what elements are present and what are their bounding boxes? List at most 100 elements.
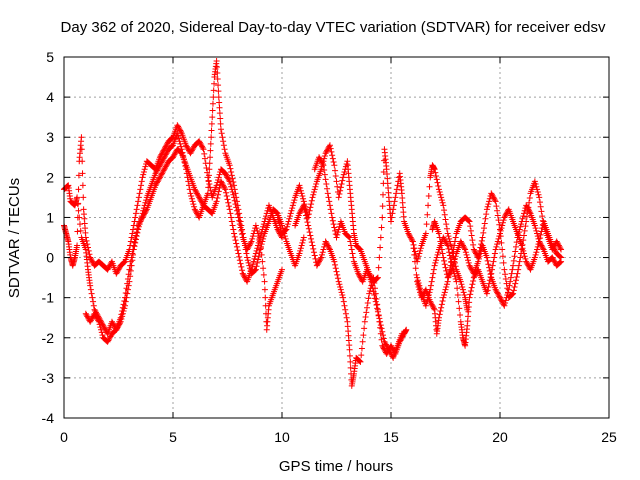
data-point [510, 287, 517, 294]
data-point [244, 246, 251, 253]
data-point [163, 162, 170, 169]
data-point [489, 266, 496, 273]
data-point [247, 241, 254, 248]
data-point [426, 289, 433, 296]
data-point [142, 199, 149, 206]
data-point [191, 186, 198, 193]
data-point [276, 219, 283, 226]
data-point [220, 183, 227, 190]
data-point [175, 124, 182, 131]
data-point [220, 138, 227, 145]
data-point [372, 295, 379, 302]
data-point [286, 213, 293, 220]
data-point [191, 203, 198, 210]
data-point [143, 197, 150, 204]
data-point [507, 278, 514, 285]
y-tick-label: -4 [42, 410, 55, 426]
data-point [433, 172, 440, 179]
data-point [224, 196, 231, 203]
data-point [299, 239, 306, 246]
data-point [433, 254, 440, 261]
data-point [522, 223, 529, 230]
data-point [305, 225, 312, 232]
data-point [486, 198, 493, 205]
data-point [275, 217, 282, 224]
data-point [115, 322, 122, 329]
data-point [169, 134, 176, 141]
data-point [179, 149, 186, 156]
data-point [442, 264, 449, 271]
data-point [557, 245, 564, 252]
data-point [132, 239, 139, 246]
data-point [437, 308, 444, 315]
data-point [186, 186, 193, 193]
data-point [209, 100, 216, 107]
data-point [82, 234, 89, 241]
data-point [483, 211, 490, 218]
data-point [441, 257, 448, 264]
data-point [380, 332, 387, 339]
data-point [494, 289, 501, 296]
data-point [464, 254, 471, 261]
data-point [282, 227, 289, 234]
data-point [339, 291, 346, 298]
data-point [277, 225, 284, 232]
data-point [184, 144, 191, 151]
data-point [494, 212, 501, 219]
data-point [510, 262, 517, 269]
data-point [374, 275, 381, 282]
data-point [188, 195, 195, 202]
data-point [415, 279, 422, 286]
data-point [510, 257, 517, 264]
data-point [172, 150, 179, 157]
data-point [538, 242, 545, 249]
data-point [451, 270, 458, 277]
data-point [76, 221, 83, 228]
data-point [536, 194, 543, 201]
data-point [495, 235, 502, 242]
data-point [162, 164, 169, 171]
data-point [84, 244, 91, 251]
data-point [252, 250, 259, 257]
data-point [442, 286, 449, 293]
data-point [261, 278, 268, 285]
data-point [451, 258, 458, 265]
data-point [326, 202, 333, 209]
data-point [127, 267, 134, 274]
data-point [522, 255, 529, 262]
data-point [381, 338, 388, 345]
data-point [492, 286, 499, 293]
data-point [331, 258, 338, 265]
data-point [534, 243, 541, 250]
data-point [250, 258, 257, 265]
data-point [406, 233, 413, 240]
data-point [493, 243, 500, 250]
data-point [187, 150, 194, 157]
data-point [215, 82, 222, 89]
data-point [95, 317, 102, 324]
data-point [208, 209, 215, 216]
data-point [335, 226, 342, 233]
data-point [512, 248, 519, 255]
data-point [198, 142, 205, 149]
data-point [458, 239, 465, 246]
data-point [127, 238, 134, 245]
data-point [536, 235, 543, 242]
data-point [330, 221, 337, 228]
data-point [176, 138, 183, 145]
data-point [260, 265, 267, 272]
data-point [430, 304, 437, 311]
data-point [537, 203, 544, 210]
data-point [235, 250, 242, 257]
data-point [137, 186, 144, 193]
data-point [451, 238, 458, 245]
data-point [223, 193, 230, 200]
data-point [481, 220, 488, 227]
data-point [195, 193, 202, 200]
data-point [446, 252, 453, 259]
data-point [500, 259, 507, 266]
data-point [377, 318, 384, 325]
data-point [239, 231, 246, 238]
data-point [118, 316, 125, 323]
data-point [457, 312, 464, 319]
